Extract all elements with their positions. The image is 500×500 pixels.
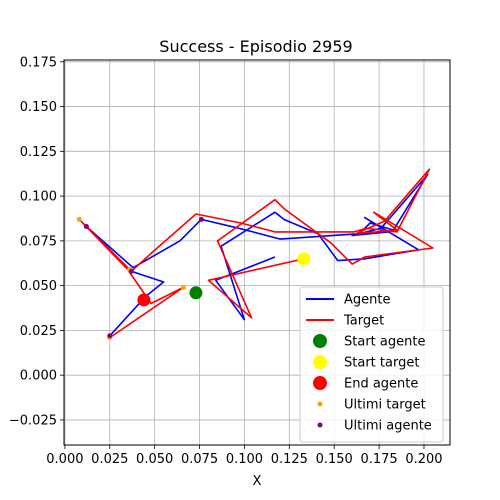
legend-label-ultimi-agente: Ultimi agente: [344, 419, 432, 434]
x-axis-label: X: [253, 474, 262, 489]
legend-label-end-agente: End agente: [344, 377, 418, 392]
x-tick-label: 0.175: [360, 452, 397, 467]
legend-swatch-start-target: [313, 355, 327, 369]
y-tick-label: 0.175: [20, 55, 57, 70]
point-ultimi-agente: [198, 216, 204, 222]
y-tick-label: 0.000: [20, 369, 57, 384]
x-tick-label: 0.000: [46, 452, 83, 467]
y-tick-label: 0.125: [20, 145, 57, 160]
legend-label-agente: Agente: [344, 293, 390, 308]
y-tick-label: 0.100: [20, 190, 57, 205]
point-ultimi-agente: [83, 224, 89, 230]
point-ultimi-target: [180, 284, 186, 290]
legend-swatch-ultimi-target: [317, 401, 323, 407]
marker-start-target: [297, 252, 311, 266]
legend-label-start-target: Start target: [344, 356, 419, 371]
x-tick-label: 0.100: [226, 452, 263, 467]
marker-end-agente: [137, 293, 151, 307]
x-tick-label: 0.050: [136, 452, 173, 467]
x-axis-ticks: 0.000 0.025 0.050 0.075 0.100 0.125 0.150 0.175…: [46, 445, 443, 467]
marker-start-agente: [189, 286, 203, 300]
plot-data: [76, 168, 434, 341]
x-tick-label: 0.200: [405, 452, 442, 467]
y-tick-label: 0.075: [20, 234, 57, 249]
plot-frame: [63, 59, 451, 446]
legend: Agente Target Start agente Start target End …: [299, 286, 444, 443]
y-tick-label: 0.050: [20, 279, 57, 294]
legend-swatch-start-agente: [313, 334, 327, 348]
point-ultimi-agente: [107, 333, 113, 339]
y-tick-label: −0.025: [9, 413, 57, 428]
legend-box: [299, 286, 444, 443]
point-ultimi-agente: [128, 268, 134, 274]
chart-title: Success - Episodio 2959: [159, 37, 352, 56]
legend-label-target: Target: [343, 314, 384, 329]
series-line-agente: [85, 173, 429, 337]
legend-swatch-end-agente: [313, 376, 327, 390]
y-axis-ticks: −0.025 0.000 0.025 0.050 0.075 0.100 0.125 0.15…: [9, 55, 64, 428]
y-tick-label: 0.025: [20, 324, 57, 339]
y-tick-label: 0.150: [20, 100, 57, 115]
point-ultimi-target: [76, 216, 82, 222]
x-tick-label: 0.075: [181, 452, 218, 467]
x-tick-label: 0.125: [271, 452, 308, 467]
x-tick-label: 0.025: [91, 452, 128, 467]
legend-swatch-ultimi-agente: [317, 422, 323, 428]
x-tick-label: 0.150: [316, 452, 353, 467]
legend-label-ultimi-target: Ultimi target: [344, 398, 426, 413]
series-line-target: [78, 168, 434, 339]
legend-label-start-agente: Start agente: [344, 335, 425, 350]
